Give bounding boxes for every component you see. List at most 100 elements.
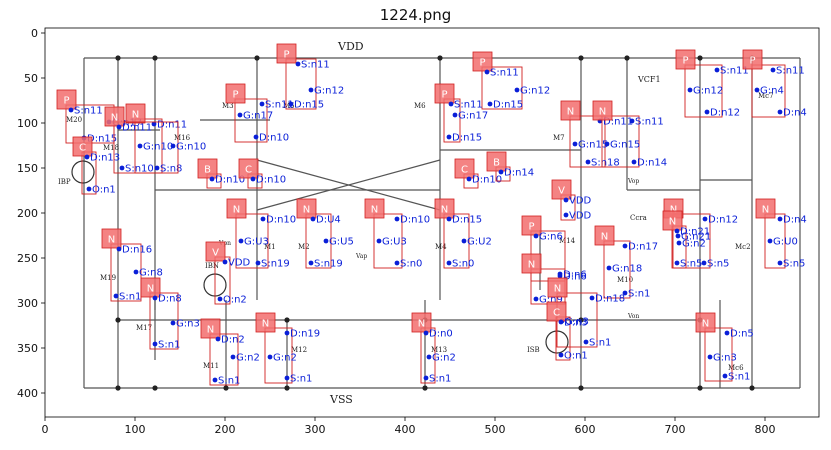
pin-label: S:n11 [776, 66, 805, 77]
pin-label: D:n10 [400, 215, 430, 226]
component-bbox [264, 327, 293, 384]
m16-label: M16 [174, 134, 191, 142]
component-annotation: V VDD O:n2 [205, 241, 251, 306]
pin-label: G:n17 [243, 111, 273, 122]
annotation-overlay: PS:n11G:n17D:n15PS:n11G:n12D:n15PS:n11G:… [56, 43, 807, 387]
pin-label: D:n6 [563, 270, 587, 281]
pin-dot [777, 260, 783, 266]
pin-label: VDD [569, 196, 592, 207]
pin-label: D:n15 [493, 100, 523, 111]
component-type-marker [56, 89, 77, 110]
pin-dot [557, 271, 563, 277]
pin-label: G:n10 [176, 142, 206, 153]
component-bbox [603, 240, 631, 299]
component-type-marker [662, 210, 683, 231]
pin-label: D:n12 [710, 108, 740, 119]
pin-dot [238, 238, 244, 244]
x-tick-label: 100 [125, 423, 146, 436]
pin-label: G:n12 [314, 86, 344, 97]
pin-label: O:n1 [92, 185, 116, 196]
pin-dot [152, 295, 158, 301]
component-type-marker [200, 318, 221, 339]
component-type-marker [101, 228, 122, 249]
pin-label: G:n15 [578, 140, 608, 151]
component-annotation: N D:n0 G:n2 S:n1 [411, 312, 456, 385]
pin-dot [209, 176, 215, 182]
x-tick-label: 300 [305, 423, 326, 436]
pin-dot [267, 354, 273, 360]
component-annotation: N D:n8 G:n3 S:n1 [140, 277, 200, 351]
pin-dot [563, 197, 569, 203]
pin-dot [674, 228, 680, 234]
x-tick-label: 700 [665, 423, 686, 436]
component-type-label: C [461, 165, 468, 176]
component-annotation: C D:n10 [454, 158, 502, 189]
component-bbox [672, 213, 711, 269]
pin-label: S:n1 [429, 374, 451, 385]
pin-dot [498, 169, 504, 175]
pin-label: G:n18 [612, 264, 642, 275]
pin-label: D:n10 [256, 175, 286, 186]
pin-dot [754, 87, 760, 93]
component-type-label: V [558, 186, 565, 197]
component-type-label: C [79, 143, 86, 154]
component-annotation: N D:n16 G:n8 S:n1 [101, 228, 163, 303]
pin-dot [704, 109, 710, 115]
pin-dot [119, 165, 125, 171]
x-tick-label: 500 [485, 423, 506, 436]
component-type-label: N [147, 284, 154, 295]
component-type-label: N [371, 205, 378, 216]
pin-dot [84, 154, 90, 160]
pin-dot [116, 246, 122, 252]
component-annotation: N D:U4 G:U5 S:n19 [296, 198, 354, 270]
pin-label: G:n9 [539, 295, 563, 306]
pin-dot [448, 101, 454, 107]
pin-label: D:n15 [294, 100, 324, 111]
mc7-label: Mc7 [758, 92, 774, 100]
pin-dot [770, 67, 776, 73]
pin-label: G:n6 [539, 232, 563, 243]
m18-label: M18 [103, 144, 119, 152]
ibn-label: IBN [205, 262, 219, 270]
x-tick-label: 400 [395, 423, 416, 436]
pin-label: S:n1 [158, 340, 180, 351]
component-type-label: N [303, 205, 310, 216]
pin-dot [133, 269, 139, 275]
m20-label: M20 [66, 116, 82, 124]
component-annotation: B D:n14 [486, 151, 534, 182]
m1-label: M1 [264, 243, 276, 251]
component-bbox [305, 213, 332, 269]
pin-label: S:n11 [635, 117, 664, 128]
pin-label: S:n1 [728, 372, 750, 383]
pin-label: D:n16 [122, 245, 152, 256]
component-type-label: V [212, 248, 219, 259]
pin-label: D:n2 [221, 335, 245, 346]
pin-dot [426, 354, 432, 360]
component-type-marker [551, 179, 572, 200]
pin-dot [237, 112, 243, 118]
pin-dot [217, 296, 223, 302]
pin-label: S:n0 [452, 259, 474, 270]
component-type-label: N [601, 232, 608, 243]
component-type-label: P [283, 50, 289, 61]
pin-dot [151, 121, 157, 127]
component-type-label: N [528, 260, 535, 271]
component-annotation: C D:n10 [238, 158, 286, 189]
pin-label: S:n1 [119, 292, 141, 303]
pin-label: G:n3 [713, 353, 737, 364]
x-tick-label: 800 [755, 423, 776, 436]
component-type-label: P [479, 58, 485, 69]
pin-dot [137, 143, 143, 149]
pin-dot [606, 265, 612, 271]
component-type-marker [197, 158, 218, 179]
component-type-marker [226, 198, 247, 219]
ccra-label: Ccra [630, 214, 647, 222]
pin-label: G:n2 [236, 353, 260, 364]
m5-label: M5 [283, 102, 295, 110]
component-annotation: N D:n19 G:n2 S:n1 [255, 312, 320, 385]
component-bbox [481, 66, 523, 110]
component-type-marker [255, 312, 276, 333]
